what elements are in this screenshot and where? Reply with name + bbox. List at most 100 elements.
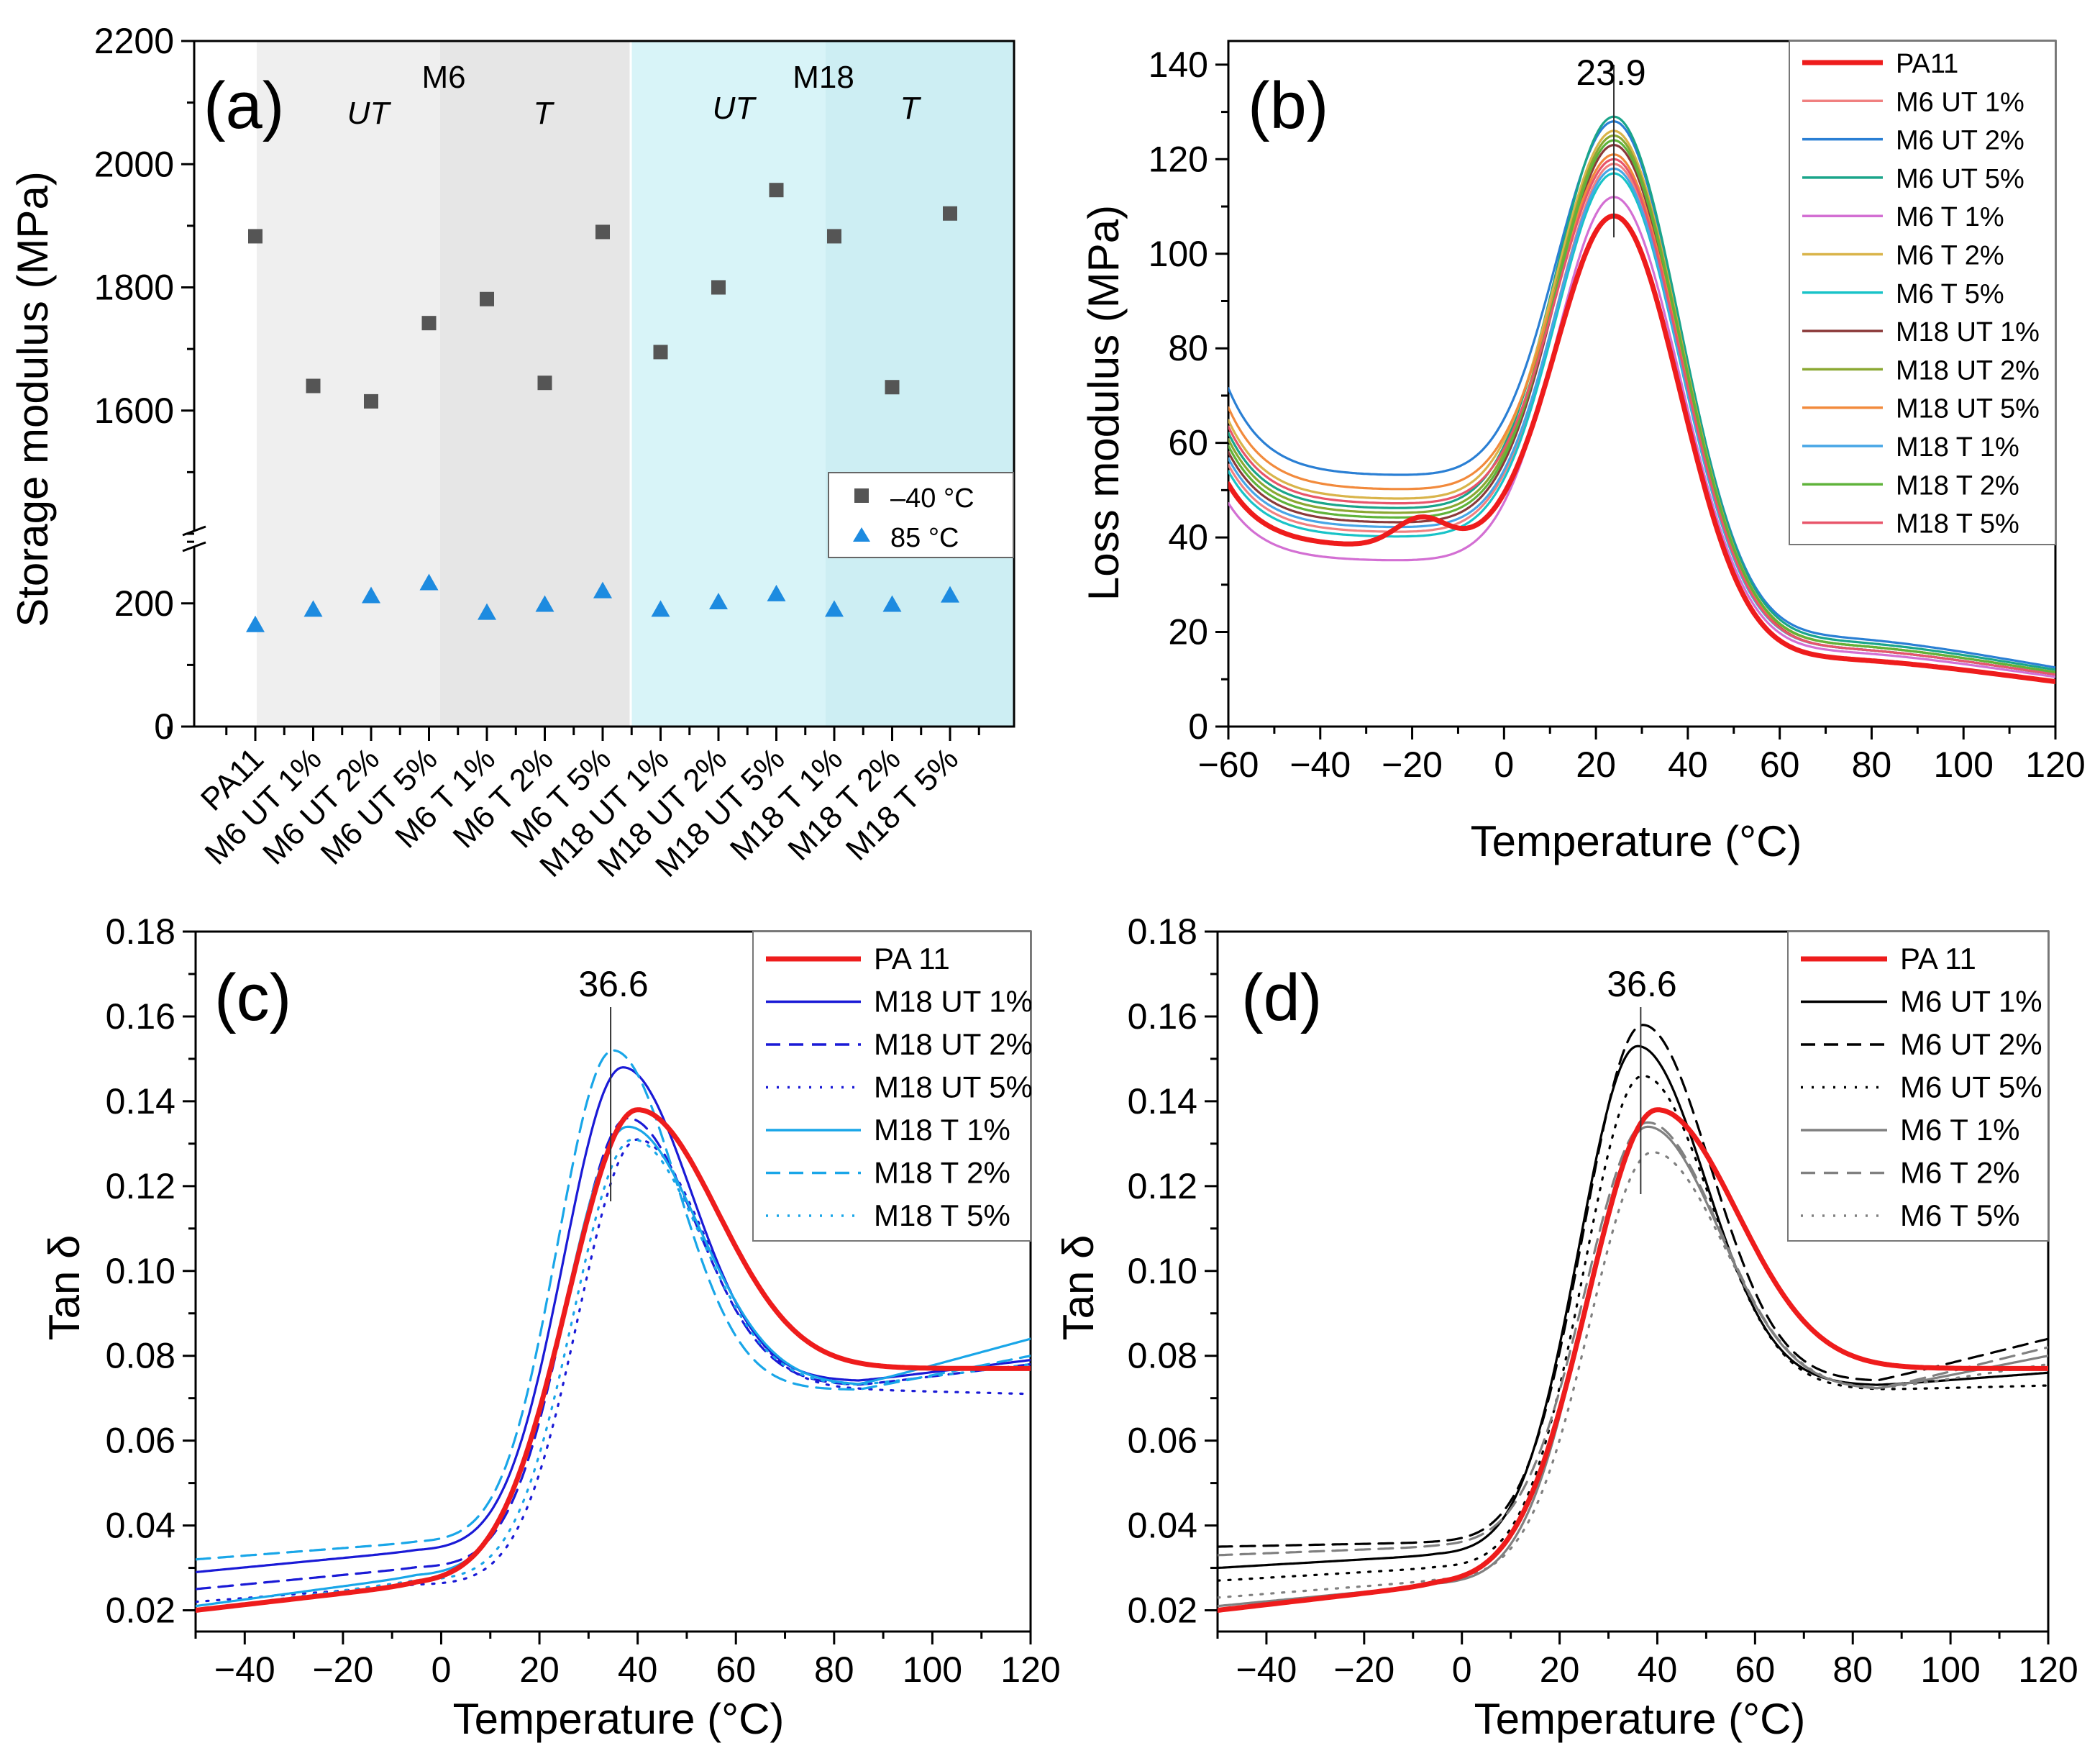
legend-label: M18 UT 1% — [874, 985, 1033, 1019]
legend: PA 11 M18 UT 1% M18 UT 2% M18 UT 5% M18 T 1%… — [752, 931, 1033, 1242]
panel-d-tan-delta-m6: −40 −20 0 20 40 60 80 100 120 0.02 0.04 0.06 0.08 0.1… — [1054, 911, 2078, 1743]
peak-annotation: 36.6 — [1607, 964, 1676, 1004]
panel-c-tan-delta-m18: −40 −20 0 20 40 60 80 100 120 0.02 0.04 0.06 0.08 0.1… — [40, 911, 1061, 1743]
data-lines — [1218, 1007, 2048, 1613]
legend-label: M6 UT 2% — [1900, 1027, 2042, 1061]
data-point-triangle — [941, 586, 959, 603]
legend-label: M6 UT 1% — [1896, 87, 2024, 117]
y-tick-label: 2000 — [94, 144, 174, 184]
x-tick-label: 80 — [814, 1649, 854, 1690]
y-tick-label: 0.08 — [1128, 1336, 1197, 1376]
y-tick-label: 0 — [1188, 706, 1208, 747]
data-lines — [1228, 65, 2055, 685]
y-tick-label: 0.18 — [1128, 911, 1197, 952]
x-tick-label: 0 — [432, 1649, 452, 1690]
data-point-square — [480, 291, 494, 306]
y-tick-label: 20 — [1168, 612, 1208, 652]
x-tick-label: −20 — [1382, 745, 1443, 785]
data-point-square — [364, 393, 378, 409]
data-point-square — [653, 345, 668, 360]
legend-box — [752, 931, 1031, 1242]
legend-label: M18 UT 1% — [1896, 317, 2040, 347]
y-tick-label: 0.14 — [1128, 1081, 1197, 1121]
x-tick-label: 60 — [716, 1649, 756, 1690]
y-tick-label: 0.04 — [1128, 1506, 1197, 1546]
peak-annotation: 23.9 — [1576, 53, 1645, 93]
y-tick-label: 0.04 — [106, 1506, 175, 1546]
legend: –40 °C 85 °C — [828, 472, 1014, 558]
subgroup-label: T — [900, 91, 922, 126]
series-line — [196, 1107, 1031, 1613]
legend-label: M6 T 1% — [1896, 202, 2004, 232]
data-point-square — [595, 224, 610, 240]
data-point-triangle — [419, 573, 439, 591]
series-line — [196, 1049, 1031, 1561]
x-axis-label: Temperature (°C) — [453, 1695, 785, 1743]
y-tick-label: 0.08 — [106, 1336, 175, 1376]
series-line — [196, 1116, 1031, 1591]
x-tick-label: 120 — [2025, 745, 2085, 785]
x-axis-label: Temperature (°C) — [1474, 1695, 1806, 1743]
data-point-triangle — [651, 600, 670, 617]
axis-break-mark — [182, 525, 206, 537]
data-lines — [196, 1007, 1031, 1613]
legend-label: M6 UT 5% — [1900, 1070, 2042, 1104]
y-tick-label: 200 — [114, 583, 174, 624]
legend-label: M18 T 1% — [874, 1113, 1010, 1147]
legend-label: M6 UT 5% — [1896, 164, 2024, 194]
series-line — [1228, 115, 2055, 671]
data-point-square — [421, 316, 437, 331]
data-point-triangle — [709, 593, 728, 610]
x-tick-label: 40 — [618, 1649, 658, 1690]
y-tick-label: 0.12 — [1128, 1166, 1197, 1206]
series-line — [1228, 213, 2055, 685]
data-point-triangle — [882, 595, 902, 612]
y-axis-label: Tan δ — [40, 1235, 88, 1341]
x-tick-label: 20 — [519, 1649, 560, 1690]
legend-label: M18 UT 2% — [874, 1027, 1033, 1061]
series-line — [1218, 1024, 2048, 1548]
m18-t-region — [826, 41, 1014, 727]
x-tick-label: 80 — [1852, 745, 1892, 785]
x-tick-label: 60 — [1735, 1649, 1776, 1690]
x-tick-label: 20 — [1576, 745, 1616, 785]
y-tick-label: 60 — [1168, 423, 1208, 463]
y-tick-label: 80 — [1168, 328, 1208, 368]
legend-label: M6 T 1% — [1900, 1113, 2020, 1147]
x-tick-label: 120 — [1000, 1649, 1060, 1690]
group-shading — [257, 41, 1014, 727]
group-label-m6: M6 — [421, 60, 465, 95]
axes: −60 −40 −20 0 20 40 60 80 100 120 0 20 40 60 80 100 120 1… — [1149, 40, 2086, 785]
group-label-m18: M18 — [793, 60, 854, 95]
axes: −40 −20 0 20 40 60 80 100 120 0.02 0.04 0.06 0.08 0.1… — [1128, 911, 2078, 1690]
legend-label: M18 UT 5% — [874, 1070, 1033, 1104]
x-tick-label: 120 — [2018, 1649, 2078, 1690]
legend-label: M6 T 5% — [1896, 279, 2004, 309]
x-tick-label: 20 — [1540, 1649, 1580, 1690]
y-tick-label: 2200 — [94, 21, 174, 61]
data-point-square — [248, 229, 262, 244]
legend-box — [1787, 931, 2049, 1242]
legend-label: M6 T 5% — [1900, 1198, 2020, 1232]
series-group — [196, 1049, 1031, 1613]
y-tick-label: 40 — [1168, 517, 1208, 558]
series-line — [1228, 196, 2055, 678]
data-point-triangle — [246, 615, 265, 632]
data-point-triangle — [767, 584, 786, 601]
y-tick-label: 0.06 — [1128, 1421, 1197, 1461]
series-group — [1228, 115, 2055, 685]
legend-label: PA 11 — [874, 942, 950, 975]
data-point-triangle — [535, 595, 554, 612]
y-tick-label: 1800 — [94, 268, 174, 308]
legend-label: PA 11 — [1900, 942, 1976, 975]
y-axis-label: Loss modulus (MPa) — [1079, 205, 1128, 601]
y-tick-label: 0.06 — [106, 1421, 175, 1461]
series-line — [1228, 139, 2055, 673]
legend-square-marker — [854, 488, 869, 503]
x-tick-label: 40 — [1668, 745, 1708, 785]
x-tick-label: 80 — [1832, 1649, 1873, 1690]
peak-annotation: 36.6 — [578, 964, 648, 1004]
legend-label: –40 °C — [890, 483, 974, 514]
y-tick-label: 0.14 — [106, 1081, 175, 1121]
